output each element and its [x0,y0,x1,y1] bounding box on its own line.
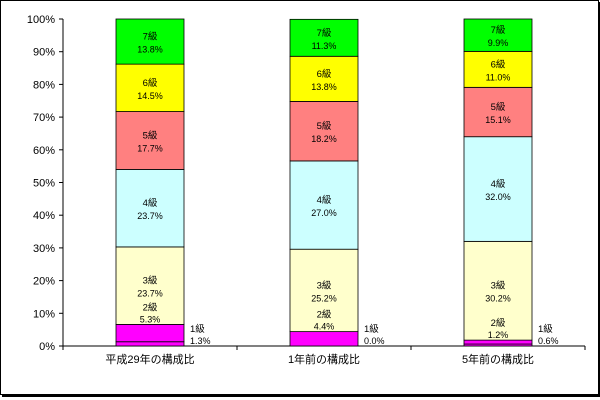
value-label: 25.2% [311,293,337,303]
bar-segment [463,86,533,138]
bar-segment [289,248,359,333]
bar-segment [115,111,185,170]
value-label: 23.7% [137,211,163,221]
bar-segment [463,18,533,52]
y-tick-label: 80% [33,79,55,91]
bar-segment [463,339,533,345]
series-name-label: 3級 [317,279,332,291]
x-tick-label: 5年前の構成比 [462,352,534,366]
value-label: 32.0% [485,192,511,202]
value-label: 14.5% [137,91,163,101]
value-label: 11.0% [486,72,511,82]
bars [115,18,533,347]
series-name-label: 1級 [364,323,379,335]
series-name-label: 2級 [317,309,332,321]
bar-segment [463,136,533,242]
series-name-label: 5級 [143,129,158,141]
value-label: 13.8% [137,45,163,55]
value-label: 1.3% [190,336,211,346]
bar-segment [115,63,185,112]
y-tick-label: 20% [33,276,55,288]
x-tick-label: 平成29年の構成比 [105,352,194,366]
value-label: 18.2% [311,134,337,144]
value-label: 15.1% [485,115,511,125]
x-tick-label: 1年前の構成比 [288,352,360,366]
bar-segment [115,169,185,248]
bar-segment [115,324,185,343]
series-name-label: 7級 [143,31,158,43]
bar-segment [115,341,185,347]
series-name-label: 3級 [491,280,506,292]
bar-segment [463,240,533,341]
value-label: 0.6% [538,336,559,346]
value-label: 4.4% [314,322,335,332]
value-label: 11.3% [312,41,337,51]
bar-segment [289,331,359,347]
bar-segment [115,246,185,325]
value-label: 5.3% [140,314,161,324]
series-name-label: 5級 [491,101,506,113]
series-name-label: 4級 [317,194,332,206]
series-name-label: 5級 [317,120,332,132]
bar-segment [289,55,359,102]
bar-segment [115,18,185,65]
bar-labels: 1級1.3%2級5.3%3級23.7%4級23.7%5級17.7%6級14.5%… [137,24,558,346]
y-tick-label: 70% [33,112,55,124]
series-name-label: 4級 [491,178,506,190]
series-name-label: 6級 [143,77,158,89]
value-label: 23.7% [137,289,163,299]
y-tick-label: 40% [33,210,55,222]
value-label: 30.2% [485,294,511,304]
series-name-label: 1級 [538,323,553,335]
y-tick-label: 10% [33,308,55,320]
value-label: 0.0% [364,336,385,346]
value-label: 1.2% [488,330,509,340]
bar-segment [289,160,359,250]
series-name-label: 2級 [143,301,158,313]
bar-segment [463,50,533,88]
series-name-label: 3級 [143,275,158,287]
series-name-label: 7級 [491,24,506,36]
bar-segment [289,101,359,162]
series-name-label: 4級 [143,197,158,209]
series-name-label: 7級 [317,27,332,39]
y-tick-label: 60% [33,145,55,157]
y-tick-label: 90% [33,47,55,59]
bar-segment [289,18,359,57]
series-name-label: 1級 [190,323,205,335]
value-label: 27.0% [311,208,337,218]
value-label: 13.8% [311,82,337,92]
value-label: 9.9% [488,38,509,48]
series-name-label: 6級 [317,68,332,80]
y-tick-label: 30% [33,243,55,255]
y-tick-label: 0% [39,341,55,353]
y-tick-label: 50% [33,178,55,190]
series-name-label: 6級 [491,58,506,70]
y-tick-label: 100% [27,14,55,26]
series-name-label: 2級 [491,317,506,329]
value-label: 17.7% [137,143,163,153]
